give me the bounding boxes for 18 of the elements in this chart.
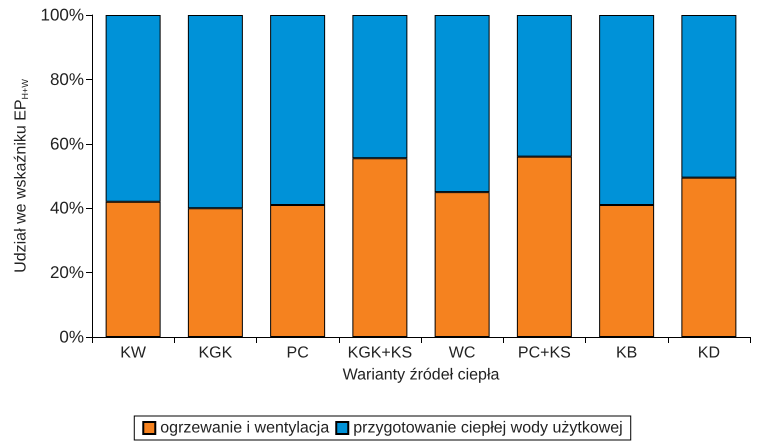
x-tick-label: KD: [698, 344, 720, 362]
y-tick-label: 100%: [40, 6, 84, 24]
x-tick-label: KW: [120, 344, 147, 362]
y-axis-title: Udział we wskaźniku EPH+W: [12, 78, 30, 273]
legend-label: przygotowanie ciepłej wody użytkowej: [353, 420, 623, 436]
y-tick-label: 60%: [50, 134, 84, 154]
x-tick-label: PC+KS: [518, 344, 571, 362]
y-tick-label: 20%: [50, 263, 84, 282]
y-tick-label: 80%: [50, 70, 84, 89]
y-tick-label: 40%: [50, 198, 84, 218]
x-tick-label: KB: [616, 344, 638, 362]
x-tick-label: PC: [286, 344, 309, 362]
y-tick-label: 0%: [59, 328, 84, 346]
x-axis-title: Warianty źródeł ciepła: [342, 366, 500, 384]
x-tick-label: WC: [448, 344, 476, 362]
legend-label: ogrzewanie i wentylacja: [160, 420, 330, 436]
x-tick-label: KGK: [198, 344, 233, 362]
x-tick-label: KGK+KS: [348, 344, 412, 362]
